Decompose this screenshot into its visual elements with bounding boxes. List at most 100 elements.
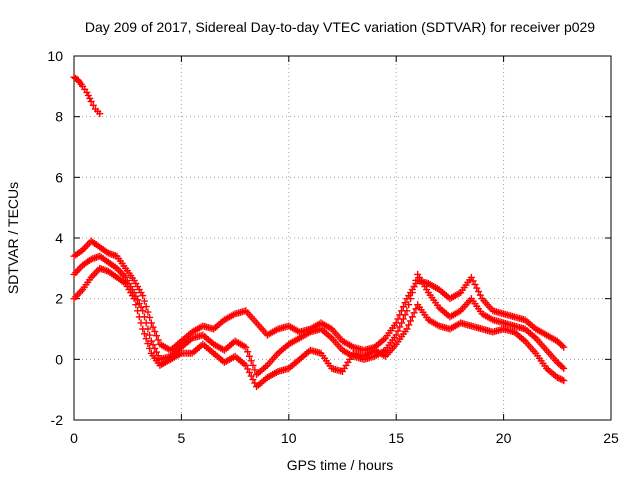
- data-point: [403, 307, 411, 315]
- x-tick-label: 20: [496, 430, 512, 446]
- series-trace-a: [70, 237, 568, 354]
- data-point: [139, 292, 147, 300]
- data-point: [242, 343, 250, 351]
- data-point: [555, 360, 563, 368]
- data-point: [558, 342, 566, 350]
- data-point: [137, 319, 145, 327]
- data-point: [245, 352, 253, 360]
- data-point: [396, 323, 404, 331]
- data-point: [89, 101, 97, 109]
- data-point: [152, 332, 160, 340]
- data-point: [475, 288, 483, 296]
- data-point: [407, 295, 415, 303]
- data-point: [392, 331, 400, 339]
- data-point: [560, 377, 568, 385]
- data-point: [410, 309, 418, 317]
- data-point: [560, 343, 568, 351]
- data-point: [471, 281, 479, 289]
- data-point: [412, 305, 420, 313]
- series-early-high: [70, 73, 104, 118]
- data-point: [553, 337, 561, 345]
- data-point: [473, 284, 481, 292]
- data-point: [247, 372, 255, 380]
- data-point: [146, 344, 154, 352]
- data-point: [151, 327, 159, 335]
- data-point: [154, 336, 162, 344]
- x-tick-label: 0: [70, 430, 78, 446]
- chart-title: Day 209 of 2017, Sidereal Day-to-day VTE…: [85, 19, 595, 35]
- data-point: [142, 335, 150, 343]
- data-point: [401, 311, 409, 319]
- series-trace-c: [70, 264, 568, 391]
- data-point: [244, 365, 252, 373]
- data-point: [134, 296, 142, 304]
- data-point: [132, 301, 140, 309]
- x-tick-label: 25: [603, 430, 619, 446]
- series-trace-b: [70, 252, 568, 378]
- data-point: [139, 325, 147, 333]
- data-point: [405, 301, 413, 309]
- data-point: [83, 88, 91, 96]
- data-point: [558, 376, 566, 384]
- data-point: [140, 297, 148, 305]
- x-axis-label: GPS time / hours: [287, 457, 394, 473]
- data-point: [242, 361, 250, 369]
- data-point: [398, 319, 406, 327]
- x-tick-label: 15: [388, 430, 404, 446]
- data-point: [558, 363, 566, 371]
- data-point: [244, 348, 252, 356]
- data-point: [144, 308, 152, 316]
- data-point: [555, 374, 563, 382]
- data-point: [251, 366, 259, 374]
- x-tick-label: 10: [281, 430, 297, 446]
- data-point: [249, 376, 257, 384]
- data-point: [134, 307, 142, 315]
- data-point: [245, 368, 253, 376]
- data-point: [467, 273, 475, 281]
- data-point: [130, 295, 138, 303]
- data-point: [476, 291, 484, 299]
- data-point: [140, 330, 148, 338]
- data-point: [405, 321, 413, 329]
- data-points: [70, 73, 568, 391]
- y-tick-label: 8: [55, 109, 63, 125]
- data-point: [96, 110, 104, 118]
- data-point: [149, 323, 157, 331]
- data-point: [410, 283, 418, 291]
- y-tick-label: 4: [55, 230, 63, 246]
- y-tick-label: 0: [55, 351, 63, 367]
- data-point: [394, 327, 402, 335]
- data-point: [144, 340, 152, 348]
- axis-ticks: 0 5 10 15 20 25 -2 0 2 4 6 8 10: [47, 48, 619, 446]
- data-point: [401, 299, 409, 307]
- data-point: [557, 375, 565, 383]
- data-point: [149, 341, 157, 349]
- data-point: [469, 277, 477, 285]
- x-tick-label: 5: [178, 430, 186, 446]
- y-axis-label: SDTVAR / TECUs: [5, 182, 21, 294]
- data-point: [399, 315, 407, 323]
- grid: [74, 56, 611, 420]
- y-tick-label: -2: [51, 412, 64, 428]
- data-point: [152, 348, 160, 356]
- data-point: [399, 303, 407, 311]
- data-point: [403, 325, 411, 333]
- data-point: [87, 98, 95, 105]
- data-point: [553, 374, 561, 382]
- y-tick-label: 2: [55, 291, 63, 307]
- data-point: [135, 313, 143, 321]
- data-point: [249, 361, 257, 369]
- y-tick-label: 6: [55, 169, 63, 185]
- data-point: [407, 317, 415, 325]
- data-point: [408, 289, 416, 297]
- y-tick-label: 10: [47, 48, 63, 64]
- data-point: [84, 91, 92, 99]
- data-point: [137, 303, 145, 311]
- data-point: [247, 357, 255, 365]
- data-point: [408, 313, 416, 321]
- data-point: [560, 364, 568, 372]
- data-point: [146, 331, 154, 339]
- data-point: [135, 300, 143, 308]
